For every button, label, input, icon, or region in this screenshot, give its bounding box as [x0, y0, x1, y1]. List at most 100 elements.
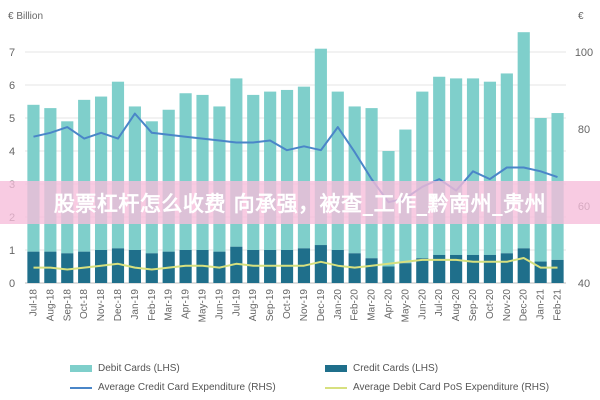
x-tick-label: May-19	[198, 289, 209, 323]
bar-debit-cards	[483, 81, 497, 255]
y-tick-right: 40	[578, 278, 590, 290]
bar-credit-cards	[27, 251, 40, 283]
x-tick-label: Feb-19	[147, 289, 158, 321]
x-tick-label: Sep-20	[468, 289, 479, 322]
y-tick-left: 1	[9, 245, 15, 257]
x-tick-label: Nov-19	[299, 289, 310, 322]
bar-debit-cards	[264, 91, 277, 250]
x-tick-label: Jun-20	[417, 289, 428, 320]
y-tick-right: 80	[578, 124, 590, 136]
bar-debit-cards	[466, 78, 480, 255]
x-tick-label: Oct-20	[485, 289, 496, 319]
legend-item-avg-credit-expenditure: Average Credit Card Expenditure (RHS)	[70, 382, 276, 393]
legend: Debit Cards (LHS) Credit Cards (LHS) Ave…	[0, 358, 600, 400]
bar-credit-cards	[128, 250, 141, 283]
bar-credit-cards	[483, 254, 497, 283]
x-tick-label: Nov-20	[502, 289, 513, 322]
x-tick-label: Apr-19	[181, 289, 192, 319]
bar-credit-cards	[61, 253, 74, 283]
line-avg-debit-pos-expenditure	[33, 257, 558, 271]
y-tick-left: 7	[9, 47, 15, 59]
bar-series	[27, 32, 564, 283]
x-tick-label: Dec-19	[316, 289, 327, 322]
legend-label: Average Debit Card PoS Expenditure (RHS)	[353, 382, 550, 393]
x-tick-label: Aug-18	[45, 289, 56, 322]
y-tick-left: 0	[9, 278, 15, 290]
bar-credit-cards	[365, 258, 378, 283]
left-axis-unit: € Billion	[8, 11, 43, 22]
bar-credit-cards	[517, 248, 530, 283]
legend-item-debit-cards: Debit Cards (LHS)	[70, 363, 180, 374]
bar-credit-cards	[466, 254, 480, 283]
x-tick-label: Jul-19	[231, 289, 242, 317]
legend-swatch	[325, 365, 347, 372]
bar-debit-cards	[27, 104, 40, 252]
x-tick-label: Dec-20	[519, 289, 530, 322]
legend-label: Average Credit Card Expenditure (RHS)	[98, 382, 276, 393]
bar-debit-cards	[416, 91, 429, 259]
x-tick-label: Feb-21	[553, 289, 564, 321]
x-tick-label: Mar-20	[367, 289, 378, 321]
x-tick-label: Oct-19	[282, 289, 293, 319]
overlay-banner: 股票杠杆怎么收费 向承强，被查_工作_黔南州_贵州	[0, 181, 600, 224]
x-axis-ticks: Jul-18 Aug-18 Sep-18 Oct-18 Nov-18 Dec-18 Jan-…	[28, 289, 563, 323]
bar-credit-cards	[399, 263, 412, 283]
x-tick-label: May-20	[400, 289, 411, 323]
legend-label: Credit Cards (LHS)	[353, 363, 439, 374]
right-axis-unit: €	[578, 11, 584, 22]
bar-debit-cards	[297, 86, 311, 249]
y-tick-left: 4	[9, 146, 15, 158]
x-tick-label: Jun-19	[214, 289, 225, 320]
bar-credit-cards	[382, 266, 395, 283]
line-avg-credit-expenditure	[33, 112, 558, 204]
bar-credit-cards	[450, 254, 463, 283]
x-tick-label: Feb-20	[350, 289, 361, 321]
x-tick-label: Jan-21	[536, 289, 547, 320]
bar-credit-cards	[314, 245, 327, 283]
legend-swatch	[70, 386, 92, 389]
x-tick-label: Jan-20	[333, 289, 344, 320]
bar-debit-cards	[78, 99, 91, 252]
x-tick-label: Mar-19	[164, 289, 175, 321]
legend-item-credit-cards: Credit Cards (LHS)	[325, 363, 438, 374]
bar-debit-cards	[179, 93, 192, 250]
legend-item-avg-debit-pos-expenditure: Average Debit Card PoS Expenditure (RHS)	[325, 382, 549, 393]
bar-credit-cards	[111, 248, 125, 283]
x-tick-label: Jan-19	[130, 289, 141, 320]
legend-label: Debit Cards (LHS)	[98, 363, 180, 374]
y-tick-left: 6	[9, 80, 15, 92]
bar-debit-cards	[500, 73, 513, 254]
bar-debit-cards	[247, 94, 260, 251]
x-tick-label: Oct-18	[79, 289, 90, 319]
x-tick-label: Jul-20	[434, 289, 445, 317]
legend-swatch	[70, 365, 92, 372]
bar-credit-cards	[230, 246, 243, 283]
x-tick-label: Jul-18	[28, 289, 39, 317]
bar-debit-cards	[280, 89, 294, 250]
bar-credit-cards	[416, 258, 429, 283]
bar-debit-cards	[94, 96, 108, 250]
x-tick-label: Dec-18	[113, 289, 124, 322]
bar-debit-cards	[213, 106, 226, 252]
bar-debit-cards	[348, 106, 361, 254]
bar-debit-cards	[44, 108, 57, 252]
bar-credit-cards	[500, 253, 513, 283]
right-axis-ticks: 406080100	[575, 47, 593, 290]
bar-debit-cards	[433, 76, 446, 255]
bar-debit-cards	[128, 106, 141, 250]
y-tick-left: 5	[9, 113, 15, 125]
x-tick-label: Sep-18	[62, 289, 73, 322]
bar-debit-cards	[450, 78, 463, 255]
bar-credit-cards	[551, 259, 564, 283]
x-tick-label: Aug-19	[248, 289, 259, 322]
x-tick-label: Aug-20	[451, 289, 462, 322]
bar-debit-cards	[196, 94, 209, 251]
line-series	[33, 112, 558, 271]
left-axis-ticks: 01234567	[9, 47, 15, 290]
bar-credit-cards	[433, 254, 446, 283]
x-tick-label: Nov-18	[96, 289, 107, 322]
bar-credit-cards	[145, 253, 158, 283]
chart-area: € Billion € 01234567 406080100 Jul-18Aug…	[8, 11, 593, 323]
bar-debit-cards	[331, 91, 344, 250]
legend-swatch	[325, 386, 347, 389]
